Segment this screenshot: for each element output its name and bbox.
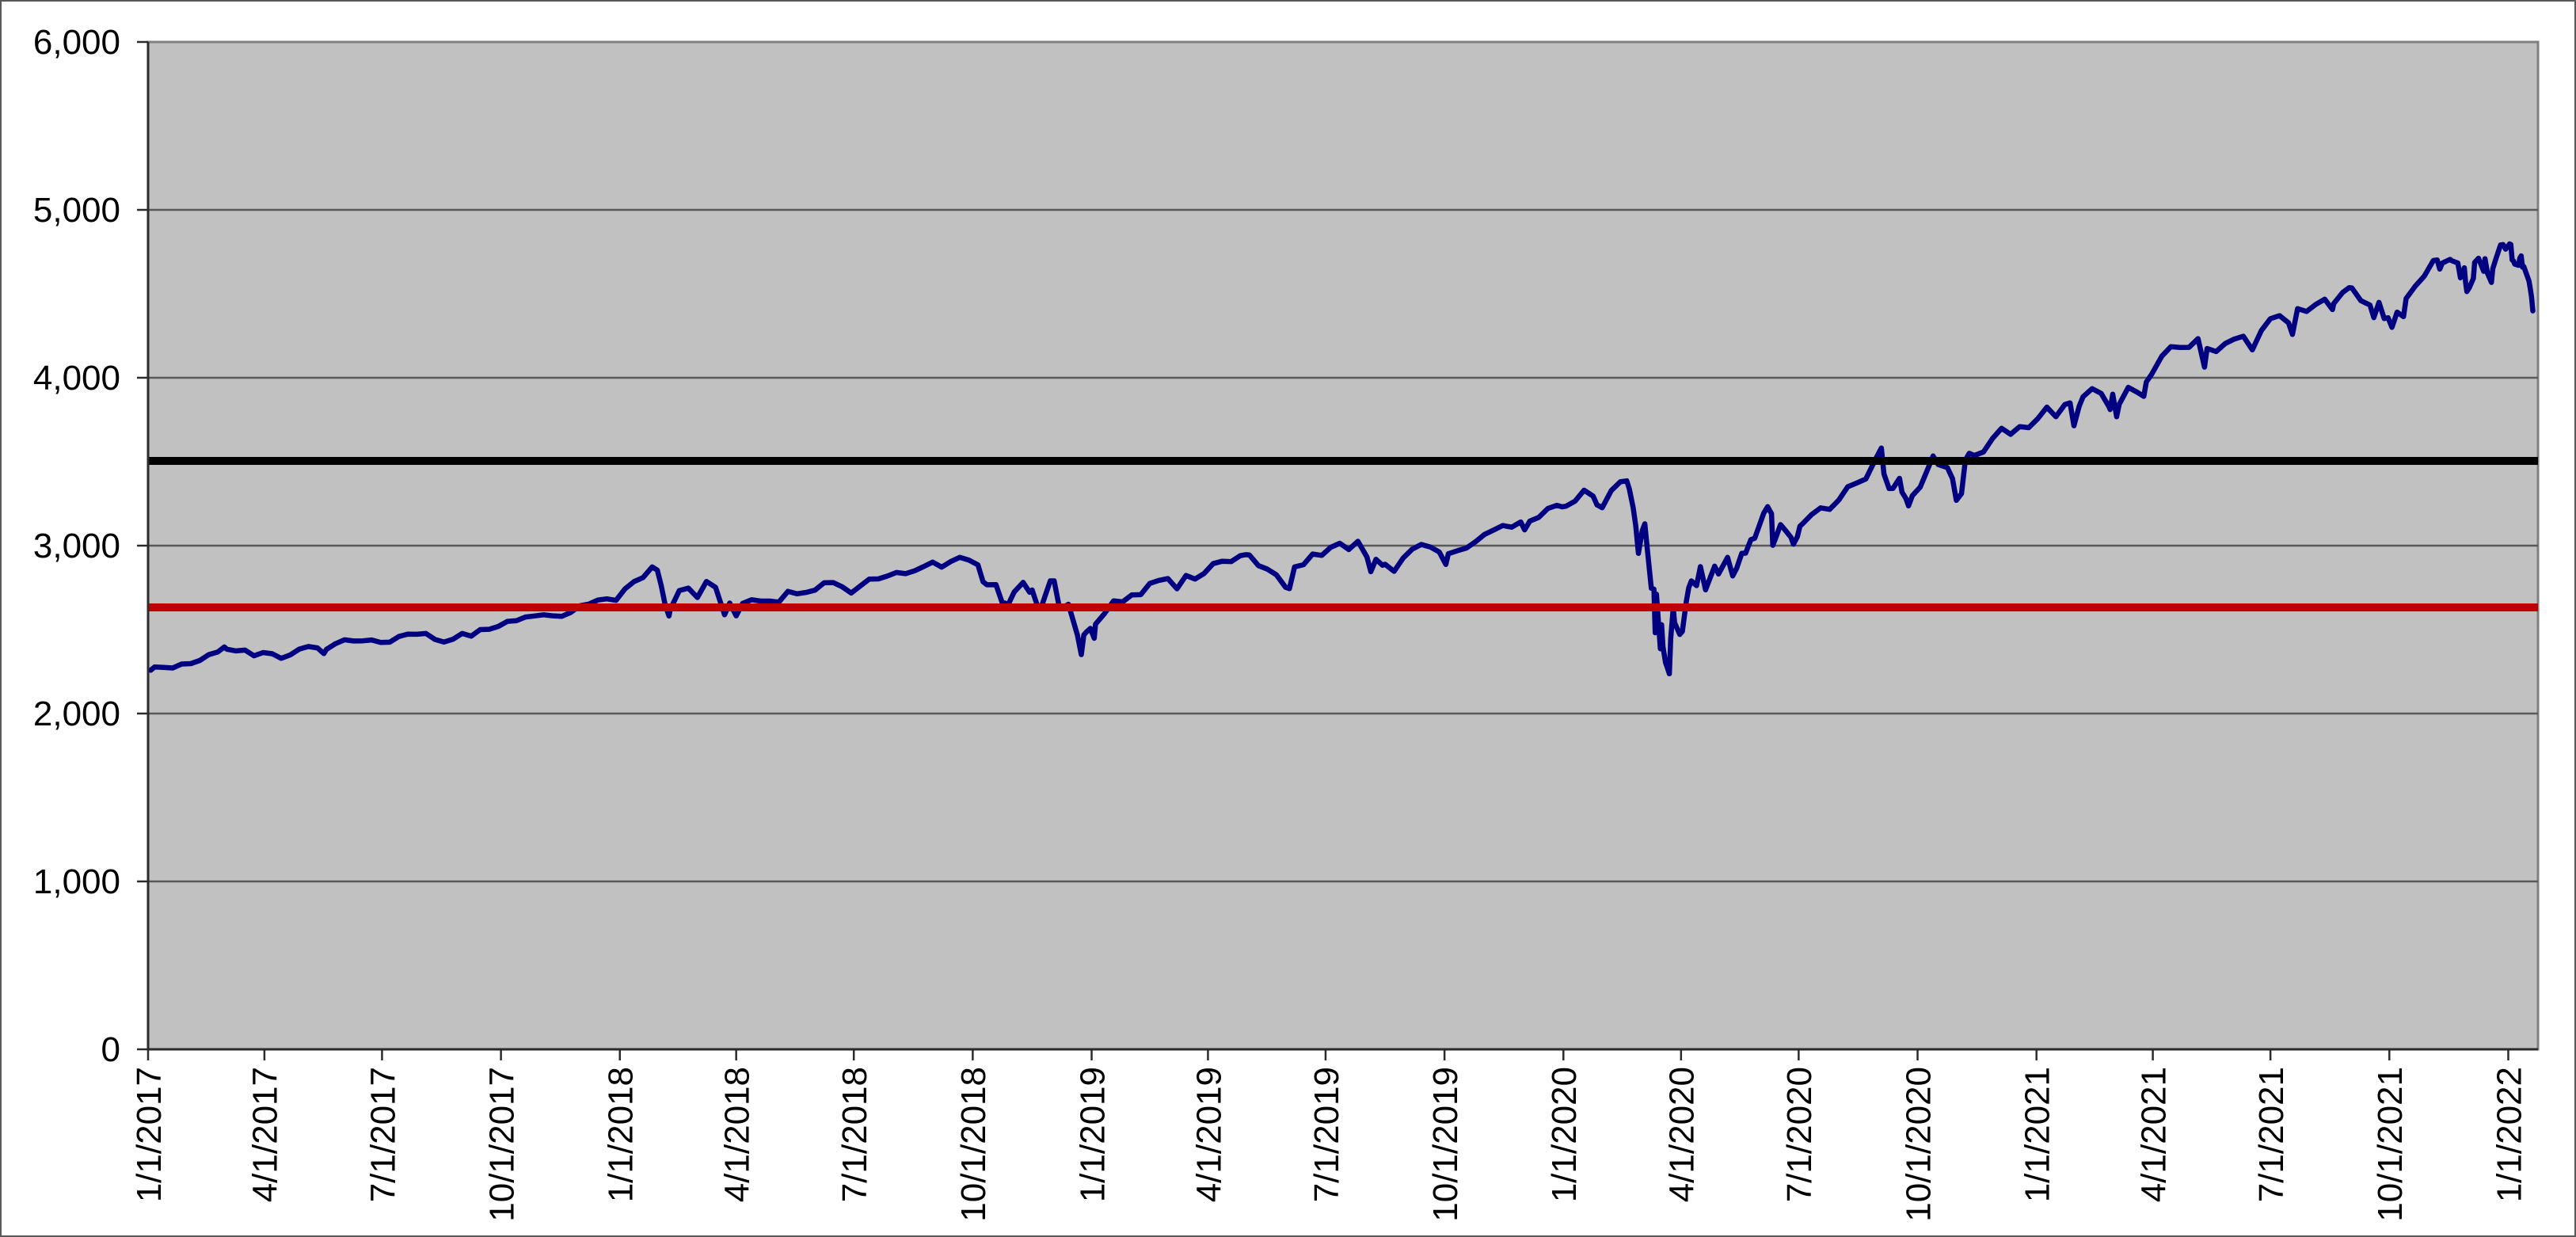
gridline-group	[148, 208, 2538, 883]
x-axis-tick-label: 1/1/2022	[2490, 1067, 2528, 1202]
y-axis-tick-label: 0	[101, 1030, 120, 1069]
x-axis-tick-label: 10/1/2019	[1426, 1067, 1465, 1222]
y-axis-tick-label: 4,000	[33, 359, 120, 398]
axis-group	[137, 40, 2538, 1060]
x-axis-tick-label: 4/1/2020	[1663, 1067, 1702, 1202]
x-axis-tick-label: 1/1/2018	[602, 1067, 641, 1202]
y-axis-tick-label: 6,000	[33, 23, 120, 62]
x-axis-labels: 1/1/2017 4/1/2017 7/1/2017 10/1/2017 1/1/201…	[130, 1067, 2528, 1222]
x-axis-tick-label: 1/1/2019	[1073, 1067, 1112, 1202]
x-axis-tick-label: 7/1/2021	[2252, 1067, 2291, 1202]
x-axis-tick-label: 10/1/2017	[482, 1067, 521, 1222]
x-axis-tick-label: 1/1/2017	[130, 1067, 169, 1202]
y-axis-tick-label: 3,000	[33, 527, 120, 565]
x-axis-tick-label: 4/1/2019	[1189, 1067, 1228, 1202]
x-axis-tick-label: 4/1/2021	[2134, 1067, 2173, 1202]
y-axis-tick-label: 1,000	[33, 862, 120, 901]
series-group	[148, 241, 2538, 677]
y-axis-tick-label: 5,000	[33, 191, 120, 230]
x-axis-tick-label: 7/1/2020	[1780, 1067, 1819, 1202]
y-axis-tick-label: 2,000	[33, 695, 120, 733]
x-axis-tick-label: 1/1/2021	[2019, 1067, 2057, 1202]
x-axis-tick-label: 4/1/2018	[718, 1067, 757, 1202]
x-axis-tick-label: 7/1/2017	[363, 1067, 402, 1202]
x-axis-tick-label: 7/1/2018	[835, 1067, 874, 1202]
x-axis-tick-label: 4/1/2017	[246, 1067, 285, 1202]
x-axis-tick-label: 7/1/2019	[1307, 1067, 1346, 1202]
y-axis-labels: 6,000 5,000 4,000 3,000 2,000 1,000 0	[33, 23, 120, 1069]
x-axis-tick-label: 10/1/2021	[2371, 1067, 2410, 1222]
x-axis-tick-label: 1/1/2020	[1545, 1067, 1584, 1202]
x-axis-tick-label: 10/1/2020	[1899, 1067, 1938, 1222]
x-axis-tick-label: 10/1/2018	[954, 1067, 993, 1222]
